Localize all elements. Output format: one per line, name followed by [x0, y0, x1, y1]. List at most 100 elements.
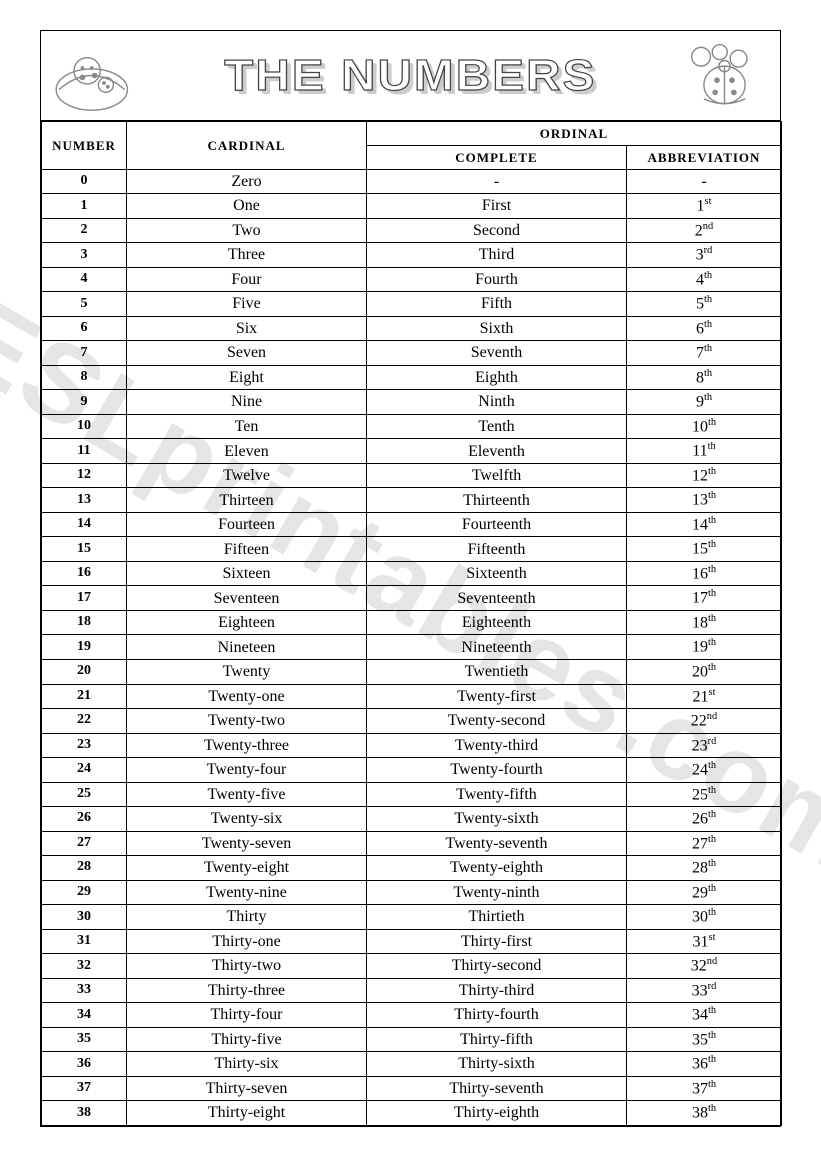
- ordinal-complete-cell: Eleventh: [367, 439, 627, 464]
- table-row: 20TwentyTwentieth20th: [42, 659, 782, 684]
- cardinal-cell: Eighteen: [127, 610, 367, 635]
- ordinal-number: 21: [693, 688, 709, 705]
- ordinal-complete-cell: Fourth: [367, 267, 627, 292]
- table-row: 21Twenty-oneTwenty-first21st: [42, 684, 782, 709]
- number-cell: 8: [42, 365, 127, 390]
- ordinal-number: 24: [692, 761, 708, 778]
- ordinal-complete-cell: Twelfth: [367, 463, 627, 488]
- header-abbreviation: ABBREVIATION: [627, 146, 782, 170]
- ordinal-suffix: th: [708, 883, 716, 894]
- number-cell: 35: [42, 1027, 127, 1052]
- ordinal-abbrev-cell: 17th: [627, 586, 782, 611]
- ordinal-number: 31: [693, 933, 709, 950]
- ordinal-complete-cell: Twenty-first: [367, 684, 627, 709]
- ordinal-suffix: th: [704, 294, 712, 305]
- cardinal-cell: Nineteen: [127, 635, 367, 660]
- ordinal-complete-cell: Second: [367, 218, 627, 243]
- ordinal-abbrev-cell: 18th: [627, 610, 782, 635]
- ordinal-abbrev-cell: 29th: [627, 880, 782, 905]
- ordinal-abbrev-cell: 38th: [627, 1101, 782, 1126]
- ordinal-abbrev-cell: 20th: [627, 659, 782, 684]
- cardinal-cell: Thirty-four: [127, 1003, 367, 1028]
- ordinal-suffix: st: [709, 687, 716, 698]
- cardinal-cell: Twenty-nine: [127, 880, 367, 905]
- ordinal-number: 5: [696, 296, 704, 313]
- ordinal-complete-cell: Ninth: [367, 390, 627, 415]
- table-head: NUMBER CARDINAL ORDINAL COMPLETE ABBREVI…: [42, 122, 782, 170]
- ordinal-number: 22: [691, 712, 707, 729]
- cardinal-cell: Sixteen: [127, 561, 367, 586]
- ordinal-number: 37: [692, 1080, 708, 1097]
- cardinal-cell: Six: [127, 316, 367, 341]
- cardinal-cell: Twenty-eight: [127, 856, 367, 881]
- ordinal-suffix: th: [708, 588, 716, 599]
- cardinal-cell: Three: [127, 243, 367, 268]
- cardinal-cell: Thirty-seven: [127, 1076, 367, 1101]
- ordinal-abbrev-cell: 16th: [627, 561, 782, 586]
- table-row: 23Twenty-threeTwenty-third23rd: [42, 733, 782, 758]
- number-cell: 16: [42, 561, 127, 586]
- number-cell: 25: [42, 782, 127, 807]
- ordinal-abbrev-cell: 12th: [627, 463, 782, 488]
- ordinal-abbrev-cell: 37th: [627, 1076, 782, 1101]
- table-row: 13ThirteenThirteenth13th: [42, 488, 782, 513]
- ordinal-number: 15: [692, 541, 708, 558]
- ordinal-abbrev-cell: 14th: [627, 512, 782, 537]
- ordinal-suffix: th: [708, 662, 716, 673]
- ordinal-complete-cell: Thirtieth: [367, 905, 627, 930]
- table-row: 8EightEighth8th: [42, 365, 782, 390]
- number-cell: 5: [42, 292, 127, 317]
- ordinal-complete-cell: Twenty-fourth: [367, 758, 627, 783]
- ordinal-number: 7: [696, 345, 704, 362]
- number-cell: 38: [42, 1101, 127, 1126]
- ordinal-complete-cell: Thirty-fifth: [367, 1027, 627, 1052]
- ordinal-suffix: rd: [708, 981, 717, 992]
- number-cell: 9: [42, 390, 127, 415]
- ordinal-abbrev-cell: 30th: [627, 905, 782, 930]
- table-row: 27Twenty-sevenTwenty-seventh27th: [42, 831, 782, 856]
- ordinal-abbrev-cell: 27th: [627, 831, 782, 856]
- table-row: 7SevenSeventh7th: [42, 341, 782, 366]
- ordinal-abbrev-cell: 19th: [627, 635, 782, 660]
- ordinal-complete-cell: Thirty-seventh: [367, 1076, 627, 1101]
- ordinal-number: 18: [692, 614, 708, 631]
- ordinal-number: 11: [692, 443, 707, 460]
- ordinal-suffix: th: [708, 441, 716, 452]
- ordinal-suffix: th: [708, 1005, 716, 1016]
- cardinal-cell: Twenty-four: [127, 758, 367, 783]
- ordinal-suffix: th: [708, 1079, 716, 1090]
- cardinal-cell: Seventeen: [127, 586, 367, 611]
- ordinal-suffix: th: [708, 907, 716, 918]
- ordinal-number: 16: [692, 565, 708, 582]
- ordinal-abbrev-cell: 6th: [627, 316, 782, 341]
- cardinal-cell: Twenty-one: [127, 684, 367, 709]
- ordinal-abbrev-cell: 33rd: [627, 978, 782, 1003]
- number-cell: 12: [42, 463, 127, 488]
- table-row: 18EighteenEighteenth18th: [42, 610, 782, 635]
- ordinal-complete-cell: Fifteenth: [367, 537, 627, 562]
- number-cell: 29: [42, 880, 127, 905]
- cardinal-cell: Thirty-six: [127, 1052, 367, 1077]
- number-cell: 18: [42, 610, 127, 635]
- ordinal-suffix: st: [709, 932, 716, 943]
- ordinal-suffix: rd: [704, 245, 713, 256]
- number-cell: 21: [42, 684, 127, 709]
- table-row: 37Thirty-sevenThirty-seventh37th: [42, 1076, 782, 1101]
- ordinal-complete-cell: Twenty-second: [367, 709, 627, 734]
- ordinal-complete-cell: Seventh: [367, 341, 627, 366]
- ordinal-number: 10: [692, 418, 708, 435]
- ordinal-number: 9: [696, 394, 704, 411]
- number-cell: 37: [42, 1076, 127, 1101]
- number-cell: 11: [42, 439, 127, 464]
- ordinal-number: 19: [692, 639, 708, 656]
- table-row: 19NineteenNineteenth19th: [42, 635, 782, 660]
- ordinal-suffix: th: [704, 319, 712, 330]
- ordinal-suffix: th: [708, 515, 716, 526]
- number-cell: 6: [42, 316, 127, 341]
- ordinal-abbrev-cell: 4th: [627, 267, 782, 292]
- ordinal-suffix: th: [708, 564, 716, 575]
- ordinal-number: 23: [692, 737, 708, 754]
- number-cell: 14: [42, 512, 127, 537]
- ordinal-suffix: th: [708, 637, 716, 648]
- cardinal-cell: Ten: [127, 414, 367, 439]
